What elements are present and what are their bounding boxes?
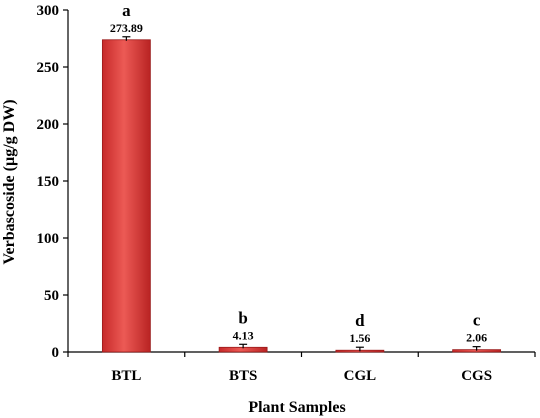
- x-axis-title: Plant Samples: [248, 399, 345, 416]
- y-tick-label: 100: [37, 231, 60, 247]
- significance-letter: b: [238, 308, 247, 327]
- x-tick-label: CGS: [461, 368, 492, 384]
- y-tick-label: 300: [37, 3, 60, 19]
- value-label: 2.06: [466, 331, 487, 345]
- value-label: 1.56: [349, 331, 370, 345]
- significance-letter: a: [122, 1, 131, 20]
- significance-letter: c: [473, 311, 481, 330]
- x-tick-label: CGL: [344, 368, 377, 384]
- value-label: 273.89: [110, 21, 143, 35]
- y-tick-label: 200: [37, 117, 60, 133]
- bar: [101, 39, 151, 353]
- y-tick-label: 50: [44, 288, 59, 304]
- y-tick-label: 150: [37, 174, 60, 190]
- y-tick-label: 250: [37, 60, 60, 76]
- value-label: 4.13: [233, 328, 254, 342]
- y-axis-title: Verbascoside (µg/g DW): [1, 99, 18, 264]
- significance-letter: d: [355, 311, 365, 330]
- x-tick-label: BTL: [111, 368, 141, 384]
- plot-area: 0 50 100 150 200 250 300 BTL 273.89a BTS 4.13b CGL 1…: [37, 1, 536, 384]
- y-tick-label: 0: [52, 345, 60, 361]
- x-tick-label: BTS: [229, 368, 257, 384]
